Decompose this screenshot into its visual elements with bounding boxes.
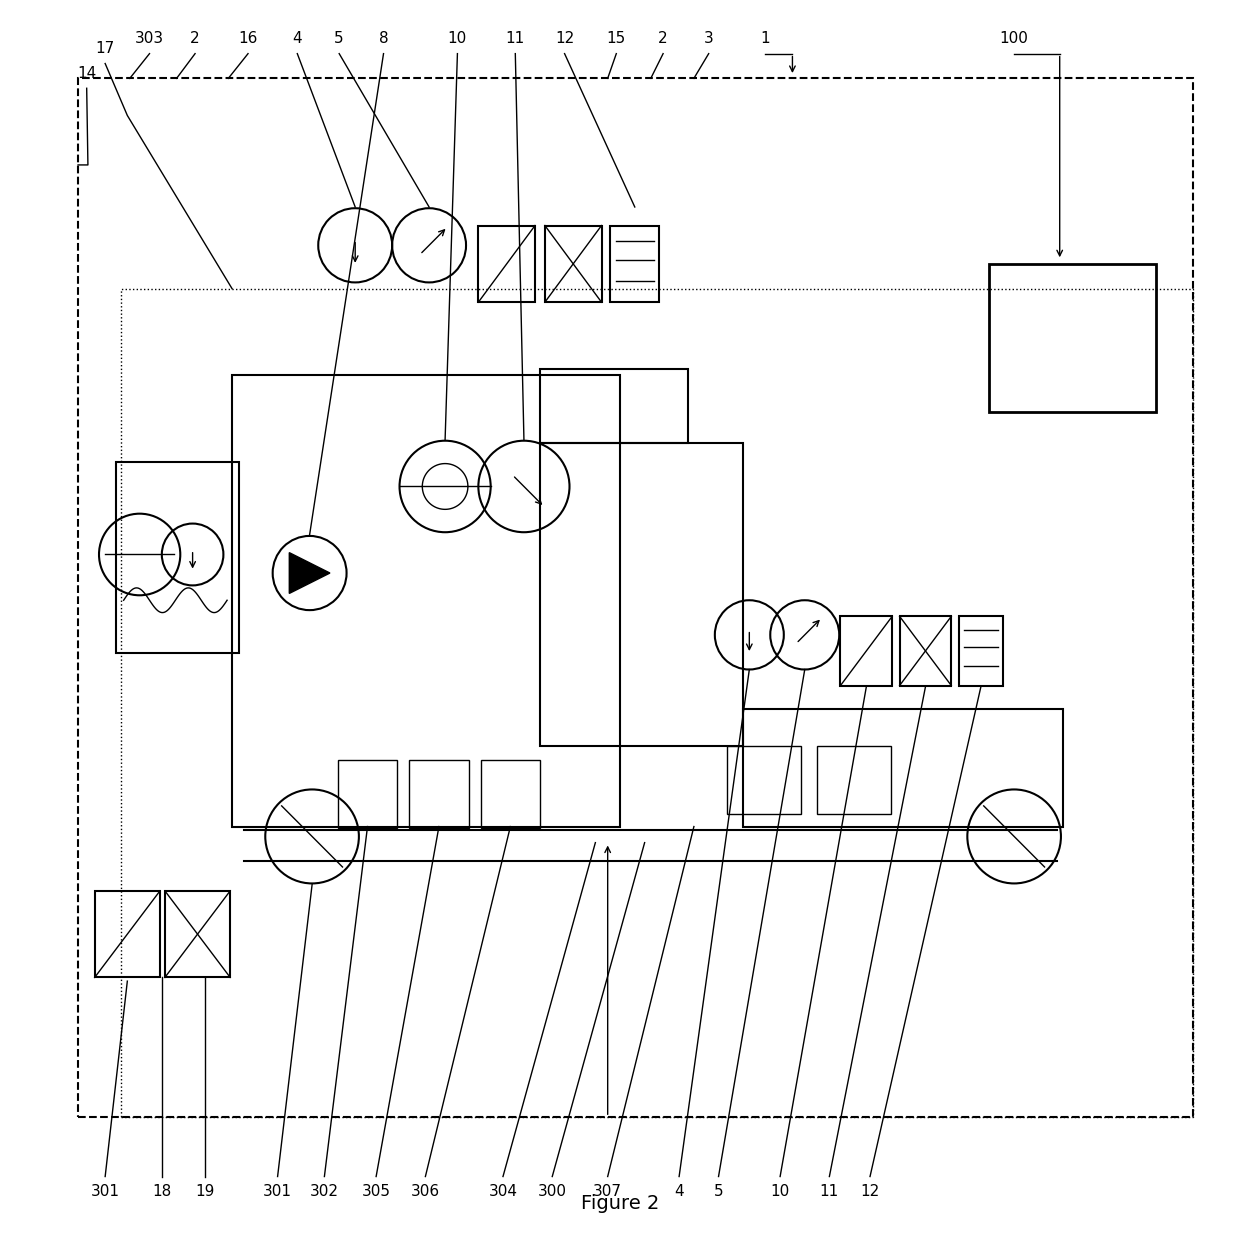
Bar (841, 616, 893, 686)
Bar (94, 891, 160, 977)
Text: 100: 100 (999, 31, 1028, 46)
Text: 11: 11 (820, 1184, 839, 1199)
Text: 304: 304 (489, 1184, 517, 1199)
Text: 300: 300 (538, 1184, 567, 1199)
Text: 4: 4 (293, 31, 303, 46)
Text: 5: 5 (714, 1184, 723, 1199)
Text: 17: 17 (95, 41, 115, 56)
Bar (481, 759, 539, 828)
Text: 307: 307 (593, 1184, 622, 1199)
Text: 14: 14 (77, 66, 97, 81)
Polygon shape (289, 553, 330, 594)
Text: 2: 2 (658, 31, 668, 46)
Text: 302: 302 (310, 1184, 339, 1199)
Text: 10: 10 (770, 1184, 790, 1199)
Bar (743, 710, 1064, 827)
Bar (544, 225, 601, 303)
Text: 5: 5 (335, 31, 343, 46)
Bar (817, 746, 892, 814)
Bar (479, 225, 534, 303)
Bar (610, 225, 660, 303)
Text: 12: 12 (861, 1184, 879, 1199)
Text: Figure 2: Figure 2 (580, 1194, 660, 1213)
Bar (339, 759, 397, 828)
Text: 11: 11 (506, 31, 525, 46)
Text: 19: 19 (195, 1184, 215, 1199)
Text: 10: 10 (448, 31, 467, 46)
Text: 2: 2 (190, 31, 200, 46)
Bar (165, 891, 231, 977)
Text: 4: 4 (675, 1184, 684, 1199)
Text: 15: 15 (606, 31, 626, 46)
Bar (990, 264, 1156, 412)
Text: 12: 12 (556, 31, 574, 46)
Text: 301: 301 (91, 1184, 120, 1199)
Text: 18: 18 (153, 1184, 171, 1199)
Text: 306: 306 (410, 1184, 440, 1199)
Text: 8: 8 (378, 31, 388, 46)
Bar (78, 78, 1193, 1117)
Bar (539, 443, 743, 746)
Bar (122, 289, 1193, 1117)
Text: 301: 301 (263, 1184, 293, 1199)
Text: 1: 1 (760, 31, 770, 46)
Bar (727, 746, 801, 814)
Bar (409, 759, 469, 828)
Bar (539, 369, 688, 443)
Bar (899, 616, 951, 686)
Text: 303: 303 (135, 31, 164, 46)
Bar (117, 462, 239, 654)
Text: 3: 3 (704, 31, 713, 46)
Bar (232, 375, 620, 827)
Text: 16: 16 (238, 31, 258, 46)
Text: 305: 305 (362, 1184, 391, 1199)
Bar (959, 616, 1003, 686)
